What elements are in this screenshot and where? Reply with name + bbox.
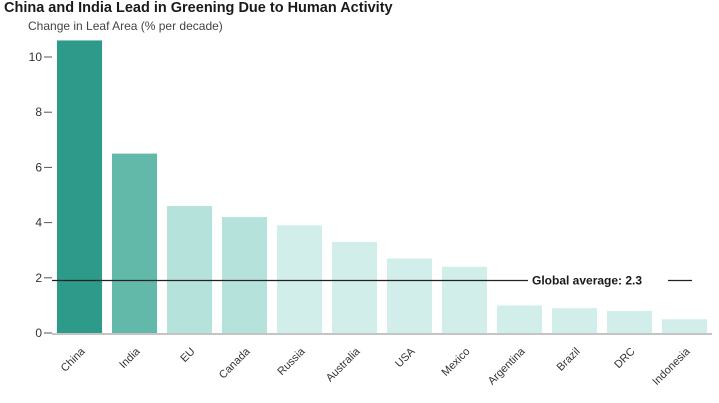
global-average-label: Global average: 2.3 (532, 274, 642, 288)
y-tick-label: 10 (29, 50, 43, 64)
bar-usa (386, 258, 433, 333)
x-tick-label: Australia (324, 345, 363, 384)
bar-canada (221, 217, 268, 333)
x-tick-label: Argentina (486, 345, 528, 387)
x-tick-label: Brazil (555, 346, 583, 374)
bar-russia (276, 225, 323, 333)
x-tick-label: USA (393, 345, 418, 370)
bar-china (56, 40, 103, 333)
x-tick-label: Canada (217, 345, 253, 381)
x-tick-label: EU (178, 346, 197, 365)
bar-argentina (496, 305, 543, 333)
bar-brazil (551, 308, 598, 333)
x-tick-label: Mexico (439, 346, 472, 379)
x-tick-label: Russia (275, 345, 308, 378)
x-tick-label: China (59, 345, 88, 374)
y-tick-label: 2 (35, 271, 42, 285)
bar-indonesia (661, 319, 708, 333)
bar-mexico (441, 266, 488, 333)
chart-title: China and India Lead in Greening Due to … (4, 0, 393, 16)
y-tick-label: 8 (35, 105, 42, 119)
bar-india (111, 153, 158, 333)
chart-subtitle: Change in Leaf Area (% per decade) (28, 19, 223, 33)
x-tick-label: Indonesia (650, 345, 693, 388)
bar-drc (606, 310, 653, 333)
y-tick-label: 6 (35, 160, 42, 174)
x-tick-label: DRC (612, 346, 637, 371)
y-tick-label: 4 (35, 216, 42, 230)
y-tick-label: 0 (35, 326, 42, 340)
bar-eu (166, 206, 213, 333)
x-tick-label: India (117, 345, 143, 371)
bar-australia (331, 241, 378, 333)
